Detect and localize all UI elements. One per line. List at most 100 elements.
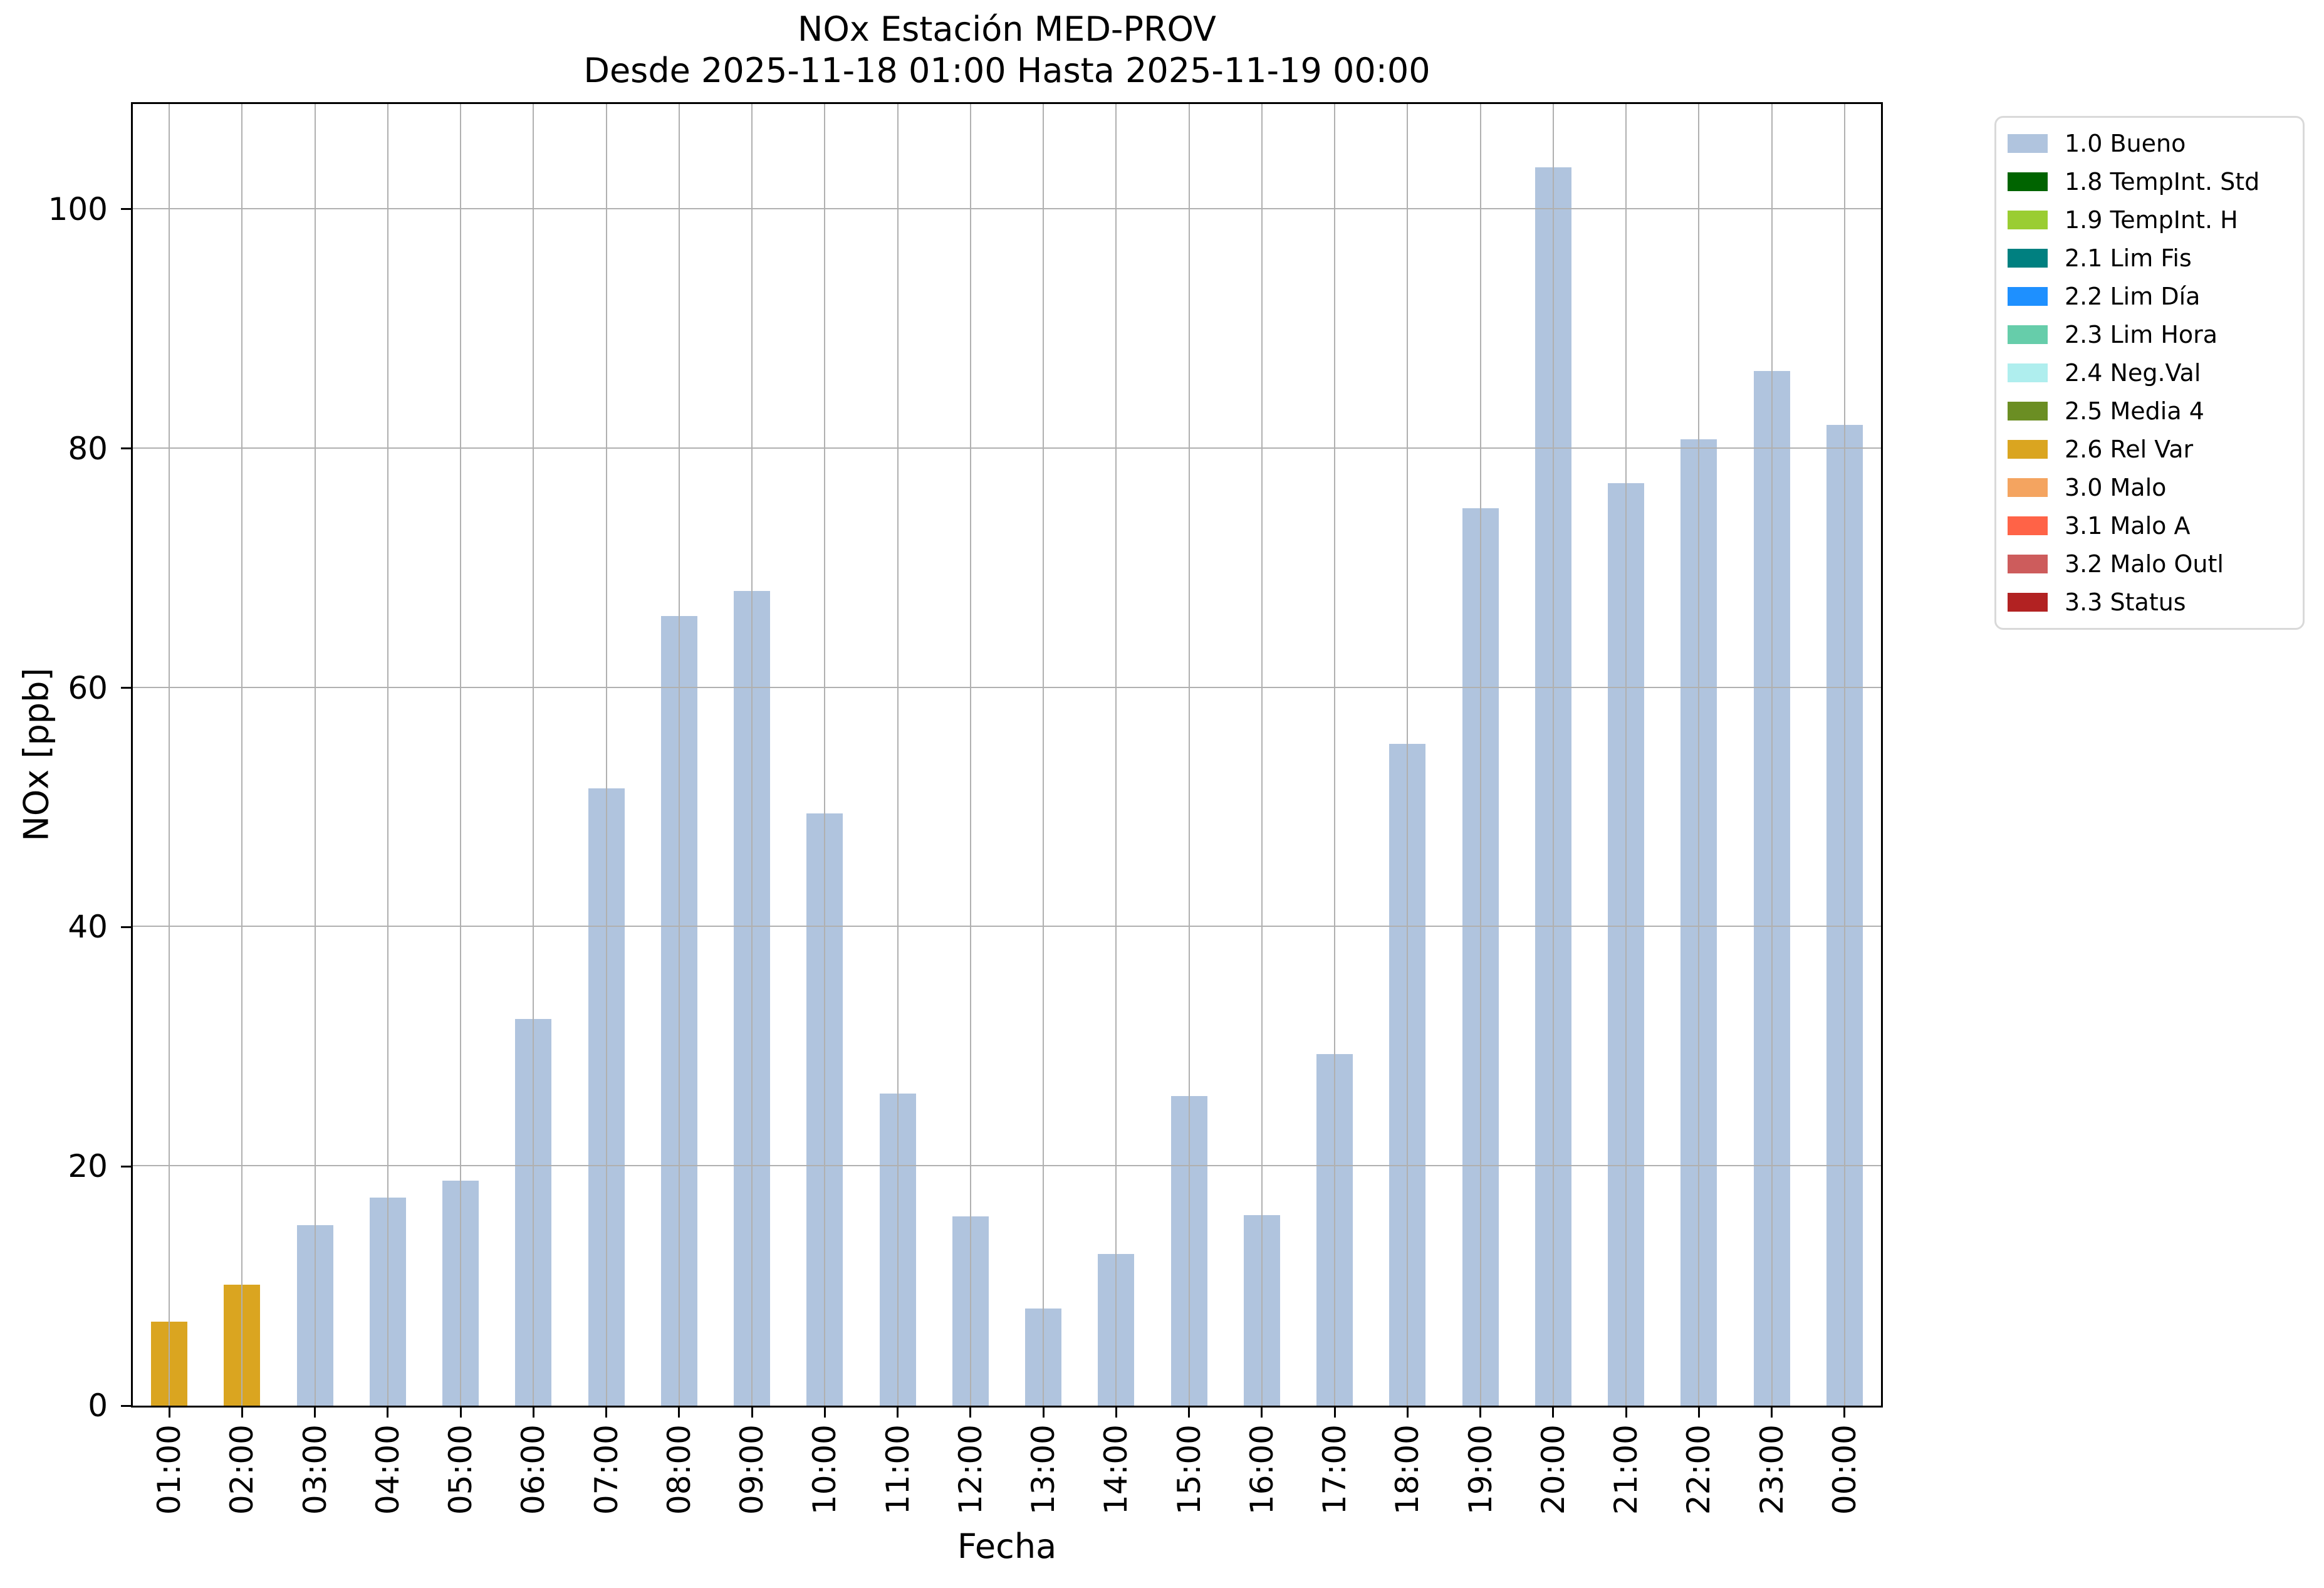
legend-swatch (2008, 211, 2048, 229)
bar-slot (1153, 104, 1226, 1406)
legend-label: 2.5 Media 4 (2065, 397, 2204, 425)
x-gridline (969, 104, 971, 1406)
y-tick-label: 100 (48, 191, 108, 227)
bar-slot (424, 104, 497, 1406)
legend-row: 2.1 Lim Fis (2008, 245, 2296, 271)
legend-label: 2.1 Lim Fis (2065, 244, 2192, 272)
x-gridline (1771, 104, 1773, 1406)
x-tick-mark (751, 1408, 753, 1418)
legend-label: 1.8 TempInt. Std (2065, 168, 2260, 196)
x-tick-mark (168, 1408, 170, 1418)
x-gridline (1698, 104, 1700, 1406)
bar-slot (1298, 104, 1371, 1406)
bar-slot (1736, 104, 1808, 1406)
x-tick-mark (678, 1408, 680, 1418)
y-axis-label: NOx [ppb] (16, 667, 56, 842)
x-gridline (460, 104, 462, 1406)
x-gridline (1043, 104, 1045, 1406)
x-tick-mark (605, 1408, 608, 1418)
y-tick-mark (121, 687, 131, 689)
bar-slot (934, 104, 1007, 1406)
legend-row: 2.4 Neg.Val (2008, 360, 2296, 386)
x-tick-label: 17:00 (1316, 1424, 1353, 1515)
bar-slot (570, 104, 643, 1406)
x-tick-label: 02:00 (224, 1424, 261, 1515)
legend-label: 3.3 Status (2065, 588, 2186, 616)
legend-swatch (2008, 440, 2048, 459)
bar-slot (1371, 104, 1444, 1406)
x-gridline (533, 104, 534, 1406)
x-tick-label: 12:00 (952, 1424, 989, 1515)
x-gridline (314, 104, 316, 1406)
y-tick-mark (121, 208, 131, 211)
x-tick-mark (1188, 1408, 1191, 1418)
x-gridline (1479, 104, 1481, 1406)
x-gridline (1407, 104, 1409, 1406)
x-tick-mark (1552, 1408, 1555, 1418)
x-tick-label: 00:00 (1826, 1424, 1863, 1515)
legend-swatch (2008, 325, 2048, 344)
legend-label: 1.0 Bueno (2065, 130, 2186, 157)
bar-slot (1517, 104, 1590, 1406)
y-gridline (133, 686, 1881, 688)
bar-slot (352, 104, 424, 1406)
x-tick-mark (1843, 1408, 1846, 1418)
y-tick-mark (121, 447, 131, 450)
chart-title-line2: Desde 2025-11-18 01:00 Hasta 2025-11-19 … (583, 51, 1430, 90)
y-tick-label: 0 (88, 1387, 108, 1424)
x-gridline (169, 104, 170, 1406)
legend-swatch (2008, 516, 2048, 535)
legend-label: 2.3 Lim Hora (2065, 321, 2218, 348)
x-gridline (241, 104, 243, 1406)
bar-slot (1080, 104, 1152, 1406)
x-gridline (387, 104, 388, 1406)
legend-row: 3.3 Status (2008, 589, 2296, 615)
legend-row: 2.3 Lim Hora (2008, 321, 2296, 348)
legend-row: 1.8 TempInt. Std (2008, 169, 2296, 195)
x-tick-mark (1697, 1408, 1700, 1418)
x-tick-label: 15:00 (1170, 1424, 1207, 1515)
x-tick-mark (823, 1408, 826, 1418)
x-tick-mark (1625, 1408, 1627, 1418)
bar-slot (1590, 104, 1662, 1406)
legend-swatch (2008, 287, 2048, 306)
legend-swatch (2008, 249, 2048, 268)
x-tick-label: 19:00 (1462, 1424, 1499, 1515)
x-tick-mark (459, 1408, 462, 1418)
x-tick-mark (1479, 1408, 1482, 1418)
x-tick-mark (1771, 1408, 1773, 1418)
x-tick-label: 16:00 (1243, 1424, 1280, 1515)
legend-swatch (2008, 593, 2048, 612)
legend-row: 1.0 Bueno (2008, 130, 2296, 157)
x-tick-label: 18:00 (1389, 1424, 1426, 1515)
bar-slot (862, 104, 934, 1406)
x-tick-label: 06:00 (515, 1424, 552, 1515)
y-tick-label: 80 (68, 430, 108, 467)
x-tick-label: 13:00 (1025, 1424, 1062, 1515)
plot-area (131, 102, 1883, 1408)
x-tick-mark (314, 1408, 316, 1418)
x-axis-label: Fecha (957, 1527, 1057, 1566)
x-tick-label: 09:00 (734, 1424, 771, 1515)
x-tick-mark (241, 1408, 243, 1418)
legend-row: 2.2 Lim Día (2008, 283, 2296, 310)
bar-slots (133, 104, 1881, 1406)
legend-label: 2.6 Rel Var (2065, 436, 2194, 463)
legend-swatch (2008, 134, 2048, 153)
y-tick-mark (121, 926, 131, 928)
y-gridline (133, 208, 1881, 209)
x-tick-label: 05:00 (442, 1424, 479, 1515)
legend-label: 2.4 Neg.Val (2065, 359, 2201, 387)
bar-slot (1444, 104, 1517, 1406)
x-tick-label: 23:00 (1753, 1424, 1790, 1515)
y-tick-mark (121, 1404, 131, 1407)
x-tick-label: 10:00 (806, 1424, 843, 1515)
y-tick-label: 60 (68, 669, 108, 706)
x-gridline (1115, 104, 1117, 1406)
legend-row: 2.6 Rel Var (2008, 436, 2296, 462)
x-gridline (751, 104, 753, 1406)
x-tick-label: 08:00 (660, 1424, 697, 1515)
x-tick-mark (1333, 1408, 1336, 1418)
x-gridline (1625, 104, 1627, 1406)
